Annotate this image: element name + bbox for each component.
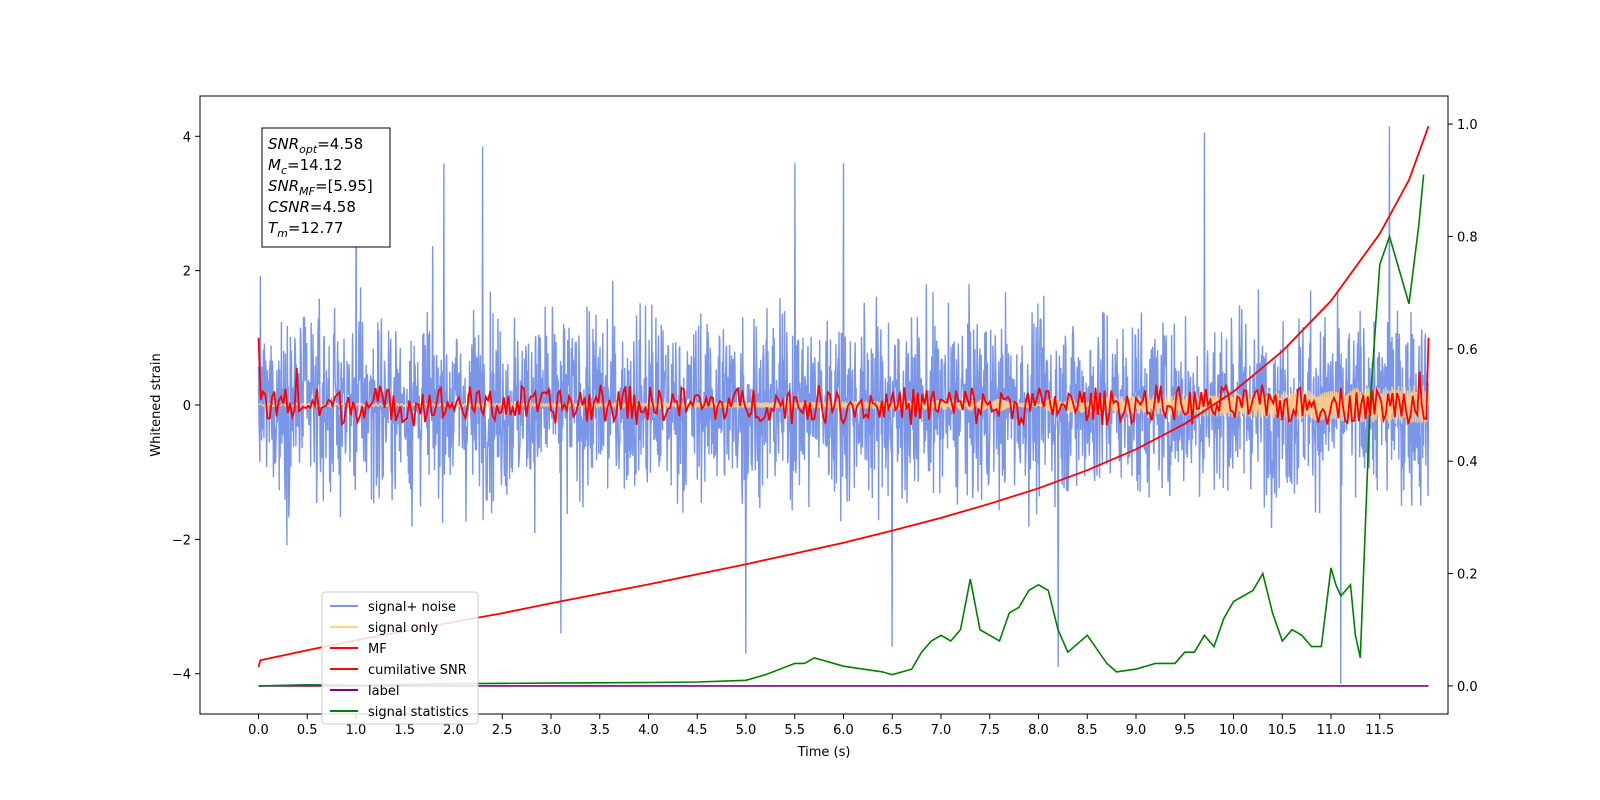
x-tick-label: 2.5 bbox=[492, 723, 513, 738]
x-axis-label: Time (s) bbox=[797, 745, 851, 760]
annotation-line: Mc=14.12 bbox=[268, 156, 343, 177]
x-tick-label: 6.0 bbox=[833, 723, 854, 738]
annotation-box: SNRopt=4.58Mc=14.12SNRMF=[5.95]CSNR=4.58… bbox=[261, 127, 391, 248]
y2-tick-label: 0.0 bbox=[1457, 680, 1478, 695]
legend-label: label bbox=[368, 684, 399, 699]
y-tick-label: 2 bbox=[183, 265, 191, 280]
x-tick-label: 8.0 bbox=[1028, 723, 1049, 738]
x-tick-label: 4.0 bbox=[638, 723, 659, 738]
series-signal-only bbox=[258, 385, 1430, 424]
y2-tick-label: 1.0 bbox=[1457, 118, 1478, 133]
x-tick-label: 9.0 bbox=[1126, 723, 1147, 738]
x-tick-label: 3.5 bbox=[589, 723, 610, 738]
legend-items: signal+ noise signal only MF cumilative SNR… bbox=[330, 600, 469, 720]
annotation-frame bbox=[261, 127, 391, 248]
series-mf bbox=[257, 337, 1430, 427]
x-tick-label: 1.0 bbox=[346, 723, 367, 738]
y-tick-label: 0 bbox=[183, 399, 191, 414]
y2-tick-label: 0.6 bbox=[1457, 343, 1478, 358]
x-tick-label: 10.5 bbox=[1268, 723, 1297, 738]
x-tick-label: 9.5 bbox=[1174, 723, 1195, 738]
legend-frame bbox=[321, 591, 479, 725]
annotation-line: Tm=12.77 bbox=[268, 219, 343, 240]
x-tick-label: 7.5 bbox=[979, 723, 1000, 738]
y-tick-label: −2 bbox=[172, 533, 191, 548]
y2-tick-label: 0.2 bbox=[1457, 568, 1478, 583]
y2-axis-ticks: 0.0 0.2 0.4 0.6 0.8 1.0 bbox=[1448, 118, 1478, 695]
legend-label: signal only bbox=[368, 621, 438, 636]
x-tick-label: 6.5 bbox=[882, 723, 903, 738]
x-tick-label: 0.0 bbox=[248, 723, 269, 738]
y-axis-ticks: −4 −2 0 2 4 bbox=[172, 130, 200, 683]
x-tick-label: 2.0 bbox=[443, 723, 464, 738]
x-tick-label: 5.5 bbox=[784, 723, 805, 738]
y2-tick-label: 0.8 bbox=[1457, 230, 1478, 245]
series-signal-statistics bbox=[258, 174, 1425, 687]
x-tick-label: 10.0 bbox=[1219, 723, 1248, 738]
x-tick-label: 11.5 bbox=[1365, 723, 1394, 738]
annotation-lines: SNRopt=4.58Mc=14.12SNRMF=[5.95]CSNR=4.58… bbox=[268, 135, 373, 240]
y-tick-label: −4 bbox=[172, 668, 191, 683]
x-tick-label: 3.0 bbox=[541, 723, 562, 738]
x-tick-label: 4.5 bbox=[687, 723, 708, 738]
x-tick-label: 7.0 bbox=[931, 723, 952, 738]
y-axis-label: Whitened strain bbox=[149, 353, 164, 456]
legend-label: signal+ noise bbox=[368, 600, 456, 615]
legend-label: MF bbox=[368, 642, 387, 657]
y2-tick-label: 0.4 bbox=[1457, 455, 1478, 470]
x-tick-label: 0.5 bbox=[297, 723, 318, 738]
annotation-line: SNRopt=4.58 bbox=[268, 135, 363, 156]
legend-label: signal statistics bbox=[368, 705, 469, 720]
x-tick-label: 11.0 bbox=[1317, 723, 1346, 738]
x-tick-label: 1.5 bbox=[394, 723, 415, 738]
legend-label: cumilative SNR bbox=[368, 663, 467, 678]
x-tick-label: 5.0 bbox=[736, 723, 757, 738]
legend: signal+ noise signal only MF cumilative SNR… bbox=[321, 591, 479, 725]
x-tick-label: 8.5 bbox=[1077, 723, 1098, 738]
x-axis-ticks: 0.0 0.5 1.0 1.5 2.0 2.5 3.0 3.5 4.0 4.5 5.0 5.5 6.0 6… bbox=[248, 714, 1394, 738]
annotation-line: SNRMF=[5.95] bbox=[268, 177, 373, 198]
annotation-line: CSNR=4.58 bbox=[268, 198, 356, 216]
y-tick-label: 4 bbox=[183, 130, 191, 145]
